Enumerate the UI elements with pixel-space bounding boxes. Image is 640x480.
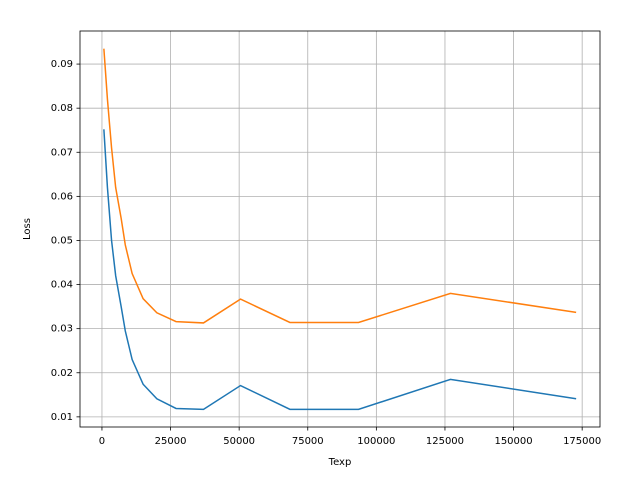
x-tick-label: 150000 xyxy=(494,436,532,447)
x-tick-label: 25000 xyxy=(155,436,187,447)
y-tick-label: 0.09 xyxy=(51,59,73,70)
y-tick-label: 0.03 xyxy=(51,324,73,335)
plot-frame xyxy=(79,30,601,428)
y-tick-label: 0.04 xyxy=(51,280,73,291)
series-line xyxy=(103,129,577,411)
y-tick-label: 0.07 xyxy=(51,147,73,158)
y-tick-label: 0.01 xyxy=(51,412,73,423)
y-tick-label: 0.05 xyxy=(51,235,73,246)
x-tick-label: 0 xyxy=(99,436,105,447)
x-tick-label: 175000 xyxy=(563,436,601,447)
x-tick-label: 100000 xyxy=(357,436,395,447)
x-tick-label: 50000 xyxy=(223,436,255,447)
x-axis-label: Texp xyxy=(328,457,352,468)
y-tick-label: 0.08 xyxy=(51,103,73,114)
series-line xyxy=(103,48,577,324)
y-tick-label: 0.06 xyxy=(51,191,73,202)
y-tick-label: 0.02 xyxy=(51,368,73,379)
x-tick-label: 75000 xyxy=(292,436,324,447)
y-axis-label: Loss xyxy=(22,218,33,240)
x-tick-label: 125000 xyxy=(426,436,464,447)
